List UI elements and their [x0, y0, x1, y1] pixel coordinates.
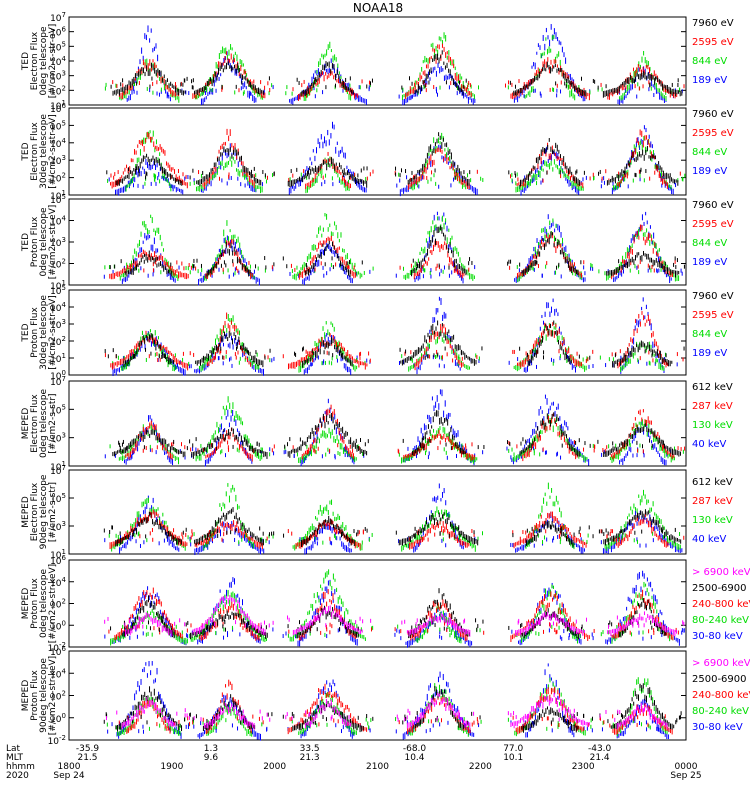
series-7960-ev [111, 50, 682, 97]
series-7960-ev [110, 226, 684, 278]
series-2595-ev [111, 129, 681, 190]
legend-channel-label: 2595 eV [692, 37, 734, 48]
series-844-ev [105, 32, 679, 102]
series-189-ev [127, 24, 682, 105]
chart-title: NOAA18 [353, 1, 403, 15]
legend-channel-label: 189 eV [692, 75, 727, 86]
series-2595-ev [105, 311, 683, 370]
series-844-ev [105, 213, 679, 282]
legend-channel-label: 844 eV [692, 56, 727, 67]
legend-channel-label: 2595 eV [692, 310, 734, 321]
legend-channel-label: 844 eV [692, 238, 727, 249]
legend-channel-label: 7960 eV [692, 18, 734, 29]
y-axis-label-line: [#/cm2-s-str-eV] [48, 24, 58, 99]
legend-channel-label: 189 eV [692, 348, 727, 359]
legend-channel-label: 2595 eV [692, 219, 734, 230]
legend-channel-label: 844 eV [692, 329, 727, 340]
legend-channel-label: 7960 eV [692, 200, 734, 211]
legend-channel-label: 7960 eV [692, 109, 734, 120]
series-844-ev [108, 130, 685, 193]
series-7960-ev [107, 132, 678, 188]
y-axis-label-line: [#/cm2-s-str-eV] [48, 205, 58, 280]
legend-channel-label: 844 eV [692, 147, 727, 158]
y-axis-label-line: [#/cm2-s-str-eV] [48, 295, 58, 370]
panel-frame [69, 381, 686, 466]
series-2595-ev [110, 225, 675, 280]
series-7960-ev [105, 321, 684, 368]
y-axis-label-line: [#/cm2-s-str] [48, 393, 58, 453]
series-40-kev [105, 389, 670, 466]
panel-frame [69, 290, 686, 375]
legend-channel-label: 7960 eV [692, 291, 734, 302]
y-axis-label-line: [#/cm2-s-str-eV] [48, 114, 58, 189]
y-tick-label: 107 [50, 11, 66, 24]
series-189-ev [104, 212, 682, 286]
series-2595-ev [113, 44, 684, 101]
legend-channel-label: 189 eV [692, 166, 727, 177]
legend-channel-label: 189 eV [692, 257, 727, 268]
legend-channel-label: 2595 eV [692, 128, 734, 139]
